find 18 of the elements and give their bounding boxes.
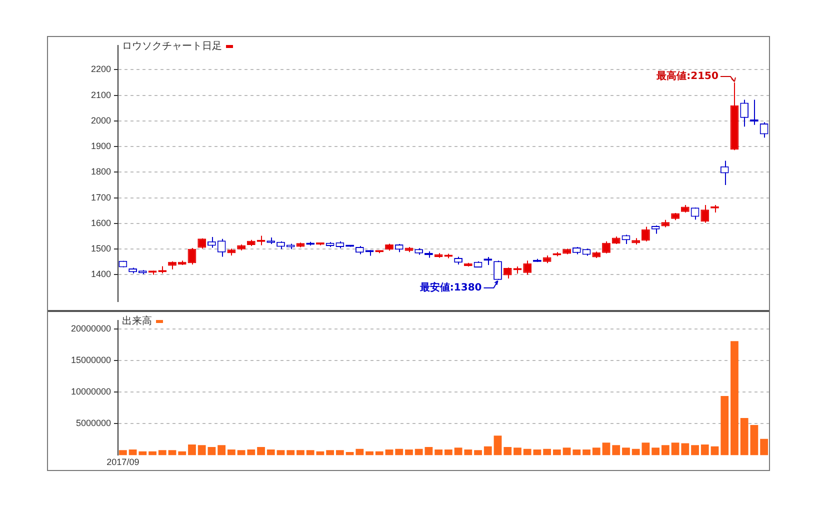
legend-label: 出来高 [122,314,152,328]
y-tick-label: 2100 [90,90,111,100]
y-tick-label: 1900 [90,141,111,152]
legend-label: ロウソクチャート日足 [122,40,222,53]
y-tick-label: 1400 [90,269,111,280]
y-tick-label: 15000000 [70,355,111,366]
y-tick-label: 1600 [90,218,111,228]
y-tick-label: 2200 [90,64,111,74]
y-tick-label: 20000000 [70,324,111,334]
annotation: 最安値:1380 [418,281,482,294]
y-tick-label: 1700 [90,192,111,202]
y-tick-label: 10000000 [70,386,111,397]
y-tick-label: 1500 [90,244,111,254]
annotation: 最高値:2150 [656,70,719,82]
y-tick-label: 2000 [90,115,111,126]
y-tick-label: 1800 [90,166,111,177]
y-tick-label: 5000000 [76,418,111,428]
x-tick-label: 2017/09 [106,457,140,468]
